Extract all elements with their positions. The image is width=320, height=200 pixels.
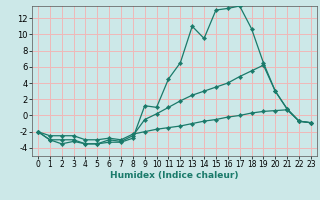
X-axis label: Humidex (Indice chaleur): Humidex (Indice chaleur)	[110, 171, 239, 180]
